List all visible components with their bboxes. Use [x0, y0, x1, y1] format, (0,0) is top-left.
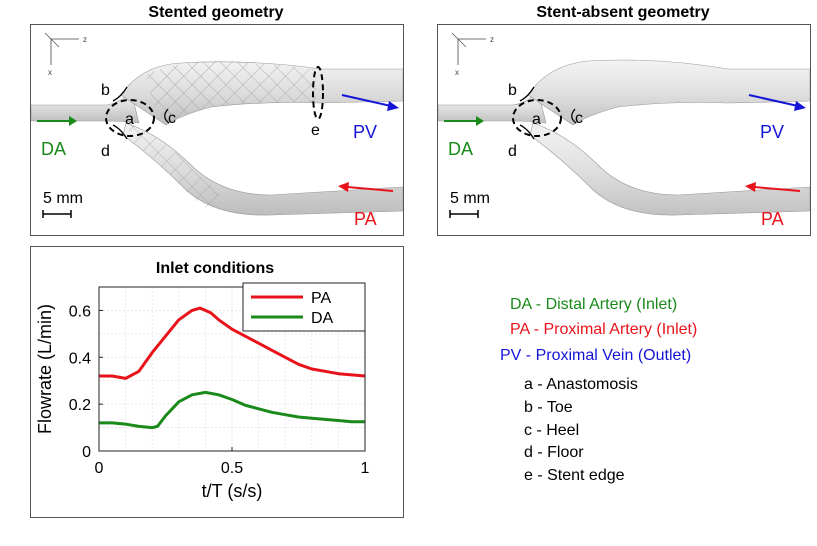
pa-arrow-head — [338, 182, 349, 192]
pv-arrow — [341, 94, 392, 107]
heel-mark — [164, 108, 170, 124]
legend-label-pa: PA — [311, 290, 331, 307]
stented-geometry-panel: z x a b c d e DA PV PA 5 mm — [30, 24, 404, 236]
stent-edge-ellipse — [312, 66, 324, 120]
pa-label: PA — [354, 209, 377, 229]
label-c: c — [168, 110, 176, 127]
scale-bar-label: 5 mm — [43, 190, 83, 207]
axis-x-label: x — [455, 68, 459, 77]
axis-glyph — [44, 32, 79, 65]
floor-mark — [519, 124, 535, 140]
toe-mark — [112, 86, 128, 102]
stent-mesh-lower — [127, 125, 221, 211]
stent-mesh — [146, 60, 316, 125]
definition-floor: d - Floor — [524, 444, 584, 461]
x-axis-label: t/T (s/s) — [202, 481, 263, 501]
pv-label: PV — [353, 122, 377, 142]
da-label: DA — [41, 139, 66, 159]
series-line-pa — [99, 306, 366, 380]
inlet-chart-panel: Inlet conditions 0 0.5 1 0 0.2 0.4 0.6 t/T (s/… — [30, 246, 404, 518]
pa-arrow-head — [745, 182, 756, 192]
label-b: b — [101, 82, 110, 99]
x-tick-label: 0 — [95, 460, 104, 477]
da-label: DA — [448, 139, 473, 159]
chart-legend: PA DA — [242, 282, 366, 332]
axis-glyph — [451, 32, 486, 65]
label-d: d — [101, 143, 110, 160]
pa-arrow — [753, 186, 801, 192]
axis-z-label: z — [490, 35, 494, 44]
heel-mark — [571, 108, 577, 124]
stent-absent-geometry-figure: z x a b c d DA PV PA 5 mm — [438, 32, 810, 229]
axis-x-label: x — [48, 68, 52, 77]
axis-z-label: z — [83, 35, 87, 44]
y-tick-label: 0 — [82, 444, 91, 461]
series-line-da — [99, 390, 365, 430]
stent-absent-geometry-panel: z x a b c d DA PV PA 5 mm — [437, 24, 811, 236]
legend-box — [242, 282, 366, 332]
stented-geometry-figure: z x a b c d e DA PV PA 5 mm — [31, 32, 403, 229]
inlet-vessel — [438, 90, 547, 124]
label-d: d — [508, 143, 517, 160]
legend-label-da: DA — [311, 310, 334, 327]
y-tick-label: 0.2 — [69, 397, 91, 414]
pv-arrow — [748, 94, 799, 107]
toe-mark — [519, 86, 535, 102]
chart-title: Inlet conditions — [156, 260, 274, 277]
pv-arrow-head — [794, 101, 806, 111]
label-b: b — [508, 82, 517, 99]
legend-pa: PA - Proximal Artery (Inlet) — [510, 321, 698, 338]
definition-toe: b - Toe — [524, 399, 573, 416]
definition-anastomosis: a - Anastomosis — [524, 376, 638, 393]
da-arrow-head — [69, 116, 77, 126]
floor-mark — [112, 124, 128, 140]
definition-stent-edge: e - Stent edge — [524, 467, 625, 484]
label-e: e — [311, 122, 320, 139]
stented-title: Stented geometry — [148, 4, 284, 21]
legend-pv: PV - Proximal Vein (Outlet) — [500, 347, 692, 364]
vein-branch — [527, 59, 810, 126]
label-a: a — [125, 111, 134, 128]
anastomosis-ellipse — [105, 99, 155, 137]
x-tick-label: 0.5 — [221, 460, 243, 477]
anastomosis-ellipse — [512, 99, 562, 137]
definition-heel: c - Heel — [524, 422, 580, 439]
da-arrow-head — [476, 116, 484, 126]
pv-label: PV — [760, 122, 784, 142]
pa-label: PA — [761, 209, 784, 229]
pa-arrow — [346, 186, 394, 192]
label-a: a — [532, 111, 541, 128]
inlet-vessel — [31, 90, 140, 124]
stent-absent-title: Stent-absent geometry — [536, 4, 710, 21]
y-tick-label: 0.6 — [69, 303, 91, 320]
x-tick-label: 1 — [361, 460, 370, 477]
y-axis-label: Flowrate (L/min) — [35, 304, 55, 434]
inlet-conditions-chart: Inlet conditions 0 0.5 1 0 0.2 0.4 0.6 t/T (s/… — [35, 260, 370, 501]
artery-branch — [529, 122, 810, 216]
legend-da: DA - Distal Artery (Inlet) — [510, 296, 678, 313]
scale-bar-label: 5 mm — [450, 190, 490, 207]
pv-arrow-head — [387, 101, 399, 111]
y-tick-label: 0.4 — [69, 350, 91, 367]
label-c: c — [575, 110, 583, 127]
